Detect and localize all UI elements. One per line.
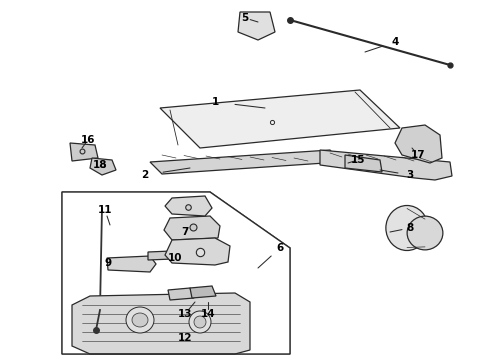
Text: 9: 9	[104, 258, 112, 268]
Polygon shape	[190, 286, 216, 298]
Text: 10: 10	[168, 253, 182, 263]
Polygon shape	[320, 150, 452, 180]
Polygon shape	[70, 143, 98, 161]
Polygon shape	[90, 158, 116, 175]
Text: 3: 3	[406, 170, 414, 180]
Ellipse shape	[189, 311, 211, 333]
Polygon shape	[395, 125, 442, 163]
Text: 4: 4	[392, 37, 399, 47]
Text: 6: 6	[276, 243, 284, 253]
Polygon shape	[345, 155, 382, 172]
Text: 8: 8	[406, 223, 414, 233]
Polygon shape	[168, 288, 194, 300]
Polygon shape	[62, 192, 290, 354]
Polygon shape	[72, 293, 250, 354]
Text: 15: 15	[351, 155, 365, 165]
Polygon shape	[62, 192, 290, 354]
Polygon shape	[165, 196, 212, 216]
Polygon shape	[160, 90, 400, 148]
Text: 13: 13	[178, 309, 192, 319]
Polygon shape	[238, 12, 275, 40]
Polygon shape	[148, 250, 197, 260]
Polygon shape	[150, 150, 340, 174]
Text: 17: 17	[411, 150, 425, 160]
Text: 16: 16	[81, 135, 95, 145]
Text: 18: 18	[93, 160, 107, 170]
Ellipse shape	[126, 307, 154, 333]
Text: 7: 7	[181, 227, 189, 237]
Text: 2: 2	[142, 170, 148, 180]
Text: 14: 14	[201, 309, 215, 319]
Ellipse shape	[386, 206, 428, 251]
Text: 1: 1	[211, 97, 219, 107]
Text: 12: 12	[178, 333, 192, 343]
Polygon shape	[107, 256, 156, 272]
Text: 11: 11	[98, 205, 112, 215]
Ellipse shape	[132, 313, 148, 327]
Ellipse shape	[194, 316, 206, 328]
Text: 5: 5	[242, 13, 248, 23]
Polygon shape	[165, 238, 230, 265]
Ellipse shape	[407, 216, 443, 250]
Polygon shape	[164, 216, 220, 240]
